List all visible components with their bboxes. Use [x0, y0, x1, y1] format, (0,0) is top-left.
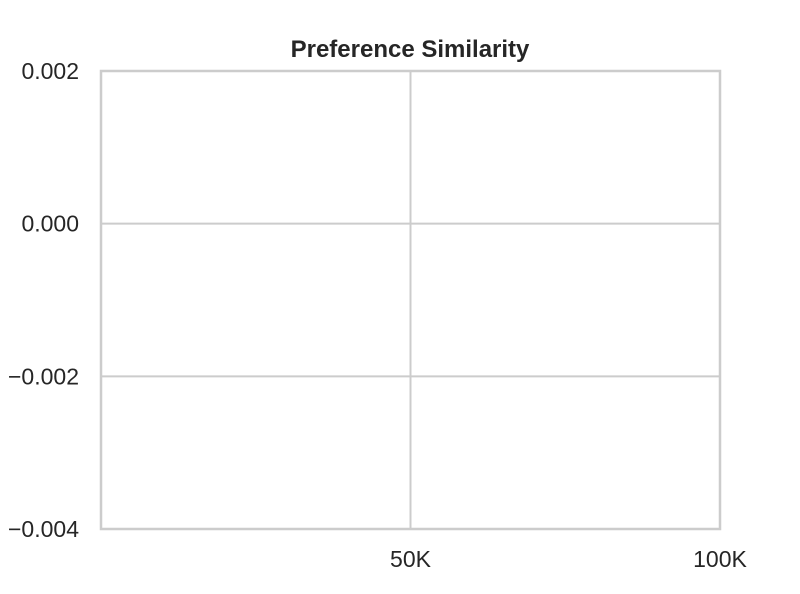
chart-title: Preference Similarity: [291, 36, 530, 63]
x-axis-tick-labels: 50K 100K: [390, 546, 747, 572]
y-tick-label: 0.002: [21, 58, 79, 84]
x-tick-label: 50K: [390, 546, 432, 572]
y-tick-label: −0.002: [8, 363, 79, 389]
y-tick-label: −0.004: [8, 516, 79, 542]
y-axis-tick-labels: 0.002 0.000 −0.002 −0.004: [8, 58, 79, 542]
y-tick-label: 0.000: [21, 211, 79, 237]
x-tick-label: 100K: [693, 546, 747, 572]
grid-lines: [101, 71, 720, 529]
